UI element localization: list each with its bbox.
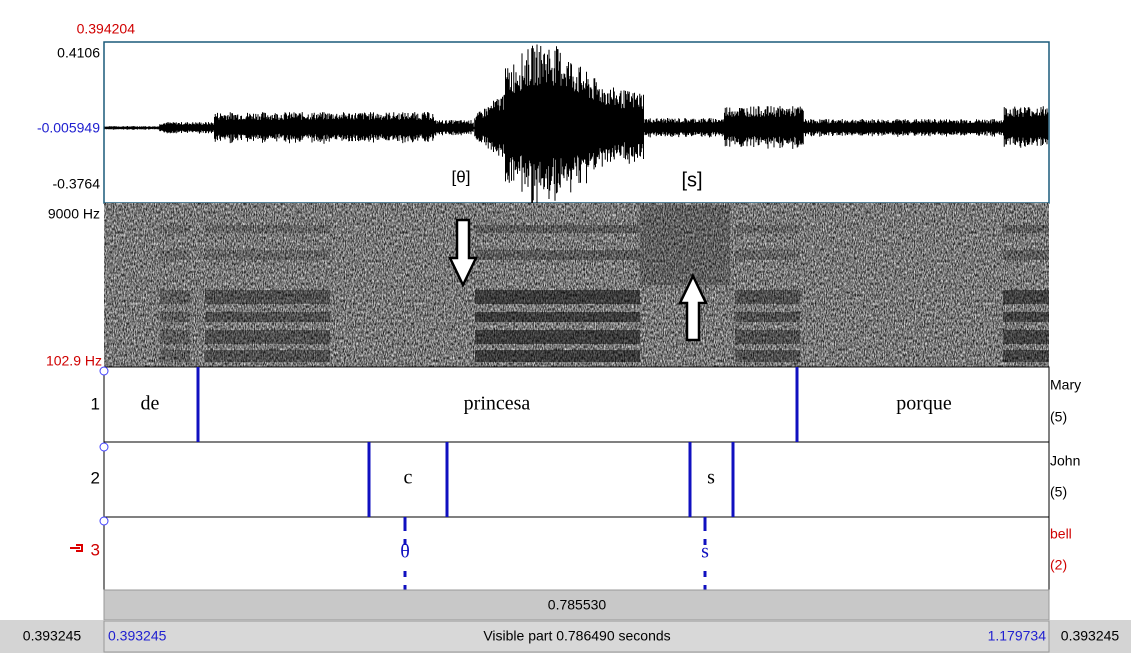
footer-left: 0.393245 [23,628,82,644]
annotation: [s] [681,169,702,191]
selection-duration: 0.785530 [548,597,607,613]
waveform-min: -0.3764 [53,176,101,192]
spectrogram [104,203,1049,367]
interval-label[interactable]: c [404,467,413,489]
point-label[interactable]: θ [400,541,410,563]
tier-number: 3 [91,540,100,559]
tier-number: 2 [91,468,100,487]
visible-part: Visible part 0.786490 seconds [483,628,670,644]
tier-name: bell [1050,526,1072,542]
window-start: 0.393245 [108,628,167,644]
annotation: [θ] [452,167,471,186]
tier-count: (2) [1050,557,1067,573]
footer-right: 0.393245 [1061,628,1120,644]
tier-handle[interactable] [100,517,108,525]
tier-name: Mary [1050,377,1081,393]
tier-number: 1 [91,394,100,413]
spectrogram-band [104,203,1049,367]
freq-top: 9000 Hz [48,206,100,222]
tier-handle[interactable] [100,443,108,451]
interval-label[interactable]: de [141,393,160,415]
cursor-value: 0.394204 [77,21,136,37]
tier-count: (5) [1050,484,1067,500]
waveform-zero: -0.005949 [37,120,100,136]
tier-name: John [1050,453,1080,469]
waveform-max: 0.4106 [57,45,100,61]
freq-bottom: 102.9 Hz [46,353,102,369]
interval-label[interactable]: s [707,467,715,489]
interval-label[interactable]: princesa [464,393,531,415]
point-label[interactable]: s [701,541,709,563]
textgrid-editor: 0.394204 0.4106 -0.005949 -0.3764 [θ] [s… [0,0,1131,653]
interval-label[interactable]: porque [896,393,952,415]
tier-count: (5) [1050,409,1067,425]
window-end: 1.179734 [988,628,1047,644]
